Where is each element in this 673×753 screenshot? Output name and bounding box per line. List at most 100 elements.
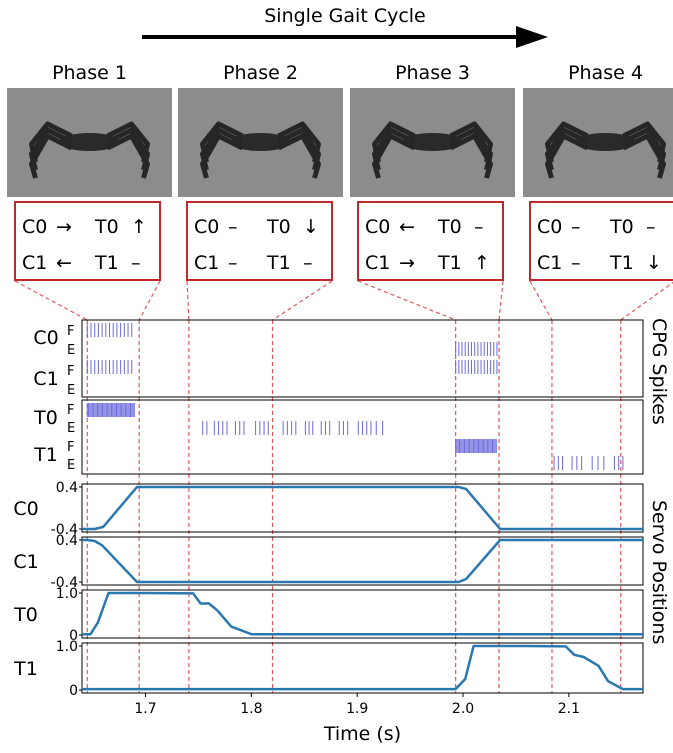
femur-command: ↑ <box>131 216 147 238</box>
raster-label: T0 <box>33 407 58 429</box>
servo-tick-label: -0.4 <box>51 575 78 591</box>
phase-command-box <box>186 201 333 281</box>
raster-label: F <box>67 324 74 339</box>
coxa-command: – <box>571 252 581 274</box>
femur-label: T0 <box>266 216 291 238</box>
phase-panels: Phase 1C0 → T0 ↑C1 ← T1 –Phase 2C0– T0 ↓C1– T1 –Ph… <box>7 62 673 281</box>
raster-label: F <box>67 440 74 455</box>
x-tick-label: 1.9 <box>346 701 368 717</box>
femur-command: – <box>646 216 656 238</box>
cycle-arrow-head <box>516 26 548 48</box>
phase-guide <box>138 280 161 321</box>
femur-label: T0 <box>609 216 634 238</box>
servo-label: T0 <box>13 604 38 626</box>
x-axis-label: Time (s) <box>323 723 401 745</box>
x-tick-label: 2.0 <box>452 701 474 717</box>
coxa-command: – <box>228 252 238 274</box>
femur-command: ↑ <box>474 252 490 274</box>
time-axis: 1.7 1.8 1.9 2.0 2.1 Time (s) <box>134 693 580 745</box>
servo-panel <box>81 536 644 586</box>
raster-label: E <box>67 383 75 398</box>
phase-label: Phase 2 <box>223 62 298 84</box>
phase-guide <box>529 280 553 321</box>
hexapod-robot-image <box>545 121 666 179</box>
coxa-command: ← <box>399 216 415 238</box>
hexapod-robot-image <box>372 121 493 179</box>
raster-label: F <box>67 364 74 379</box>
servo-line <box>82 485 643 531</box>
coxa-label: C1 <box>537 252 562 274</box>
femur-label: T1 <box>94 252 119 274</box>
femur-command: ↓ <box>646 252 662 274</box>
femur-label: T0 <box>437 216 462 238</box>
coxa-label: C0 <box>365 216 390 238</box>
raster-label: F <box>67 403 74 418</box>
coxa-command: → <box>399 252 415 274</box>
figure-title: Single Gait Cycle <box>264 5 426 27</box>
phase-label: Phase 3 <box>395 62 470 84</box>
femur-label: T0 <box>94 216 119 238</box>
servo-line <box>82 644 643 691</box>
coxa-label: C0 <box>194 216 219 238</box>
phase-label: Phase 1 <box>52 62 127 84</box>
spike-panel-femur <box>81 399 644 475</box>
x-tick-label: 2.1 <box>558 701 580 717</box>
phase-label: Phase 4 <box>568 62 643 84</box>
phase-command-box <box>14 201 161 281</box>
femur-label: T1 <box>437 252 462 274</box>
hexapod-robot-image <box>200 121 321 179</box>
servo-label: C1 <box>13 551 38 573</box>
phase-command-box <box>529 201 673 281</box>
femur-command: ↓ <box>303 216 319 238</box>
servo-panel <box>81 642 644 694</box>
servo-line <box>82 591 643 636</box>
phase-guide <box>186 280 190 321</box>
raster-label: E <box>67 343 75 358</box>
servo-tick-label: 1.0 <box>56 586 78 602</box>
femur-label: T1 <box>609 252 634 274</box>
femur-command: – <box>131 252 141 274</box>
raster-label: C1 <box>33 368 58 390</box>
coxa-label: C0 <box>537 216 562 238</box>
hexapod-robot-image <box>29 121 150 179</box>
raster-label: E <box>67 421 75 436</box>
servo-tick-label: 0 <box>69 683 78 699</box>
coxa-command: – <box>571 216 581 238</box>
phase-guide <box>272 280 333 321</box>
phase-guide <box>498 280 504 321</box>
phase-guide <box>14 280 88 321</box>
femur-label: T1 <box>266 252 291 274</box>
coxa-command: ← <box>56 252 72 274</box>
servo-panel <box>81 589 644 639</box>
femur-command: – <box>303 252 313 274</box>
coxa-label: C1 <box>194 252 219 274</box>
servo-positions-label: Servo Positions <box>648 500 670 644</box>
servo-tick-label: 0.4 <box>56 480 78 496</box>
x-tick-label: 1.8 <box>240 701 262 717</box>
coxa-command: → <box>56 216 72 238</box>
servo-label: C0 <box>13 498 38 520</box>
cpg-spikes-label: CPG Spikes <box>648 318 670 425</box>
coxa-label: C1 <box>365 252 390 274</box>
servo-label: T1 <box>13 658 38 680</box>
servo-panel <box>81 483 644 533</box>
phase-command-box <box>357 201 504 281</box>
x-tick-label: 1.7 <box>134 701 156 717</box>
raster-label: E <box>67 458 75 473</box>
raster-label: C0 <box>33 327 58 349</box>
coxa-command: – <box>228 216 238 238</box>
coxa-label: C1 <box>22 252 47 274</box>
servo-tick-label: -0.4 <box>51 522 78 538</box>
coxa-label: C0 <box>22 216 47 238</box>
raster-label: T1 <box>33 444 58 466</box>
servo-tick-label: 0.4 <box>56 533 78 549</box>
phase-guide <box>620 281 673 321</box>
phase-guide-lines <box>14 280 673 693</box>
spike-panel-coxa <box>81 319 644 398</box>
servo-line <box>82 538 643 584</box>
femur-command: – <box>474 216 484 238</box>
servo-tick-label: 0 <box>69 628 78 644</box>
